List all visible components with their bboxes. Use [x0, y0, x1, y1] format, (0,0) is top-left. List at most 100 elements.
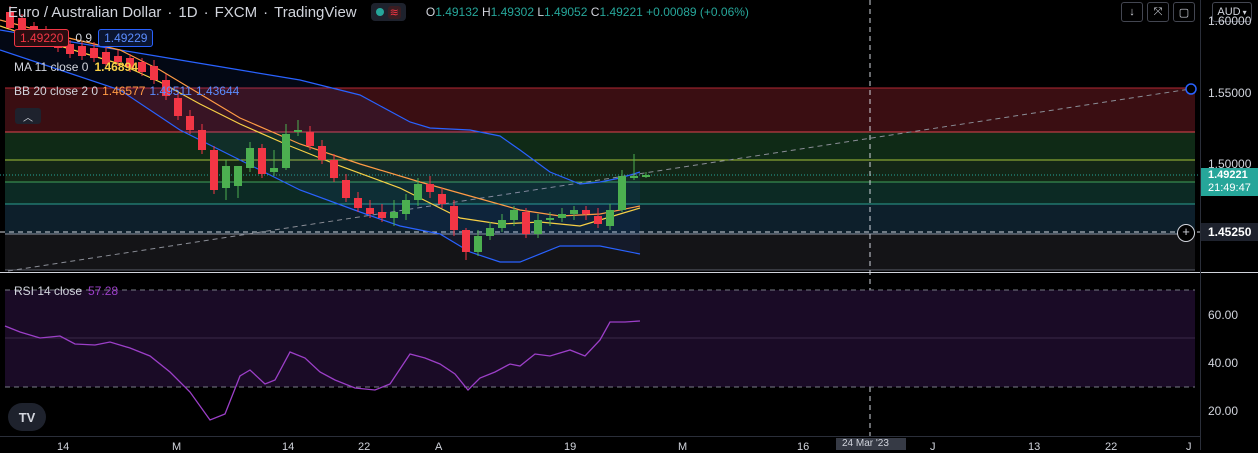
crosshair-price-tag: 1.45250 [1201, 223, 1258, 241]
candle-body [354, 198, 362, 208]
time-axis-label: 16 [797, 441, 810, 453]
candle-body [150, 66, 158, 80]
last-price-value: 1.49221 [1208, 169, 1248, 181]
source-label: TradingView [274, 3, 357, 21]
candle-body [234, 166, 242, 186]
candle-body [138, 62, 146, 72]
price-axis-label: 1.60000 [1208, 14, 1252, 28]
currency-label: AUD [1217, 6, 1241, 18]
collapse-legend-button[interactable]: ︿ [15, 108, 41, 124]
trend-line [7, 88, 1191, 272]
candle-body [450, 206, 458, 230]
candle-body [258, 148, 266, 174]
bb-upper-line [0, 29, 641, 185]
rsi-line [4, 320, 641, 421]
price-axis-label: 1.55000 [1208, 86, 1252, 100]
spread-value: 0.9 [75, 31, 93, 45]
time-axis-label: 13 [1028, 441, 1041, 453]
ma-line [0, 25, 641, 227]
low-value: 1.49052 [544, 5, 588, 19]
candle-body [426, 184, 434, 192]
candle-body [498, 220, 506, 228]
close-value: 1.49221 [599, 5, 643, 19]
candle-body [126, 58, 134, 68]
time-axis-label: 22 [1105, 441, 1118, 453]
rsi-axis-label: 40.00 [1208, 356, 1239, 370]
bb-lower-value: 1.43644 [195, 84, 240, 98]
symbol-title[interactable]: Euro / Australian Dollar [8, 3, 162, 21]
market-status-pill[interactable]: ≋ [370, 3, 406, 21]
candle-body [330, 160, 338, 178]
quote-row: 1.49220 0.9 1.49229 [14, 29, 154, 47]
buy-button[interactable]: 1.49229 [98, 29, 154, 47]
time-axis-label: 19 [564, 441, 577, 453]
fib-zone-2 [5, 132, 1195, 160]
separator: · [263, 3, 269, 21]
candles [6, 6, 650, 260]
fullscreen-icon[interactable]: ▢ [1173, 2, 1195, 22]
candle-body [462, 230, 470, 252]
high-label: H [481, 5, 491, 19]
rsi-polyline [4, 320, 641, 421]
close-label: C [590, 5, 600, 19]
time-axis-label: 14 [282, 441, 295, 453]
tradingview-logo[interactable]: TV [8, 403, 46, 431]
time-axis-label: A [435, 441, 443, 453]
chevron-up-icon: ︿ [23, 112, 33, 124]
open-label: O [425, 5, 436, 19]
candle-body [606, 210, 614, 226]
candle-body [90, 48, 98, 58]
candle-body [210, 150, 218, 190]
rsi-axis-label: 20.00 [1208, 404, 1239, 418]
interval-label[interactable]: 1D [178, 3, 198, 21]
market-open-dot-icon [375, 8, 384, 16]
candle-body [474, 236, 482, 252]
countdown-value: 21:49:47 [1208, 182, 1251, 194]
candle-body [402, 200, 410, 214]
bb-legend[interactable]: BB 20 close 2 0 1.46577 1.49511 1.43644 [14, 84, 239, 98]
exchange-label: FXCM [214, 3, 258, 21]
trend-line-handle[interactable] [1185, 83, 1197, 95]
candle-body [294, 130, 302, 132]
candle-body [438, 194, 446, 204]
bb-label: BB 20 close 2 0 [14, 84, 99, 98]
candle-body [78, 46, 86, 56]
candle-body [222, 166, 230, 188]
time-axis-label: M [172, 441, 182, 453]
candle-body [306, 132, 314, 146]
candle-body [366, 208, 374, 214]
candle-body [642, 175, 650, 177]
candle-body [522, 212, 530, 234]
low-label: L [537, 5, 545, 19]
bb-lower-line [0, 49, 641, 263]
candle-body [6, 12, 14, 28]
high-value: 1.49302 [490, 5, 534, 19]
chart-header: Euro / Australian Dollar · 1D · FXCM · T… [8, 3, 749, 21]
fib-zone-4 [5, 182, 1195, 204]
separator: · [203, 3, 209, 21]
candle-body [582, 210, 590, 214]
plus-icon[interactable]: + [1177, 224, 1195, 242]
collapse-icon[interactable]: ⤧ [1147, 2, 1169, 22]
ma-legend[interactable]: MA 11 close 0 1.46894 [14, 60, 138, 74]
rsi-label: RSI 14 close [14, 284, 83, 298]
candle-body [282, 134, 290, 168]
candle-body [198, 130, 206, 150]
candle-body [546, 218, 554, 220]
candle-body [510, 210, 518, 220]
candle-body [390, 212, 398, 218]
candle-body [186, 116, 194, 130]
wave-icon: ≋ [387, 5, 401, 19]
rsi-axis-label: 60.00 [1208, 308, 1239, 322]
separator: · [167, 3, 173, 21]
sell-button[interactable]: 1.49220 [14, 29, 70, 47]
last-price-tag: 1.49221 21:49:47 [1201, 168, 1258, 196]
rsi-legend[interactable]: RSI 14 close 57.28 [14, 284, 118, 298]
crosshair-time-tag: 24 Mar '23 [836, 438, 906, 450]
bb-basis-line [0, 19, 641, 217]
time-axis-label: 14 [57, 441, 70, 453]
candle-body [414, 184, 422, 200]
currency-button[interactable]: AUD ▾ [1212, 2, 1252, 22]
arrow-down-icon[interactable]: ↓ [1121, 2, 1143, 22]
